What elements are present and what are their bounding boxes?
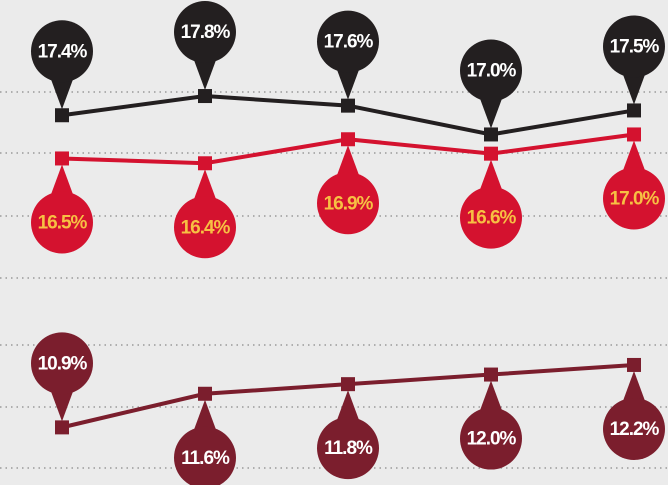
label-bubble: 11.8% (317, 390, 379, 480)
bubble (460, 186, 522, 249)
label-bubble: 17.4% (31, 20, 93, 110)
data-label: 16.4% (181, 217, 231, 238)
marker (55, 420, 69, 435)
marker (198, 386, 212, 401)
marker (55, 151, 69, 166)
bubble (174, 426, 236, 485)
label-bubble: 16.4% (174, 169, 236, 259)
bubble (603, 15, 665, 78)
marker (55, 108, 69, 123)
label-bubble: 12.2% (603, 370, 665, 460)
bubble (31, 332, 93, 395)
bubble (317, 417, 379, 480)
marker (341, 377, 355, 392)
data-label: 17.6% (324, 32, 374, 53)
marker (627, 103, 641, 118)
marker (198, 156, 212, 171)
gridlines (0, 91, 668, 469)
marker (484, 127, 498, 142)
label-bubble: 17.5% (603, 15, 665, 105)
bubble (317, 172, 379, 235)
label-bubble: 16.5% (31, 164, 93, 254)
data-label: 16.9% (324, 193, 374, 214)
label-bubble: 16.9% (317, 145, 379, 235)
series: 16.5% 16.4% 16.9% 16.6% 17.0% (31, 127, 665, 259)
label-bubble: 10.9% (31, 332, 93, 422)
data-label: 17.8% (181, 22, 231, 43)
bubble (174, 196, 236, 259)
data-label: 16.5% (38, 212, 88, 233)
bubble (603, 167, 665, 230)
bubble (603, 397, 665, 460)
label-bubble: 17.6% (317, 10, 379, 100)
marker (627, 357, 641, 372)
data-label: 16.6% (467, 208, 517, 229)
marker (341, 98, 355, 113)
data-label: 17.0% (610, 188, 660, 209)
data-label: 17.5% (610, 36, 660, 57)
data-label: 12.0% (467, 429, 517, 450)
series: 17.4% 17.8% 17.6% 17.0% 17.5% (31, 1, 665, 142)
bubble (31, 20, 93, 83)
bubble (174, 1, 236, 64)
data-label: 12.2% (610, 419, 660, 440)
data-label: 10.9% (38, 353, 88, 374)
marker (198, 89, 212, 104)
bubble (460, 39, 522, 102)
label-bubble: 16.6% (460, 159, 522, 249)
data-label: 11.8% (324, 438, 373, 459)
data-label: 17.0% (467, 60, 517, 81)
label-bubble: 17.0% (603, 140, 665, 230)
label-bubble: 17.0% (460, 39, 522, 129)
series: 10.9% 11.6% 11.8% 12.0% 12.2% (31, 332, 665, 485)
label-bubble: 12.0% (460, 380, 522, 470)
marker (341, 132, 355, 147)
bubble (31, 191, 93, 254)
marker (627, 127, 641, 142)
data-label: 17.4% (38, 41, 88, 62)
data-label: 11.6% (181, 448, 230, 469)
marker (484, 367, 498, 382)
marker (484, 146, 498, 161)
bubble (317, 10, 379, 73)
label-bubble: 11.6% (174, 399, 236, 485)
label-bubble: 17.8% (174, 1, 236, 91)
bubble (460, 407, 522, 470)
